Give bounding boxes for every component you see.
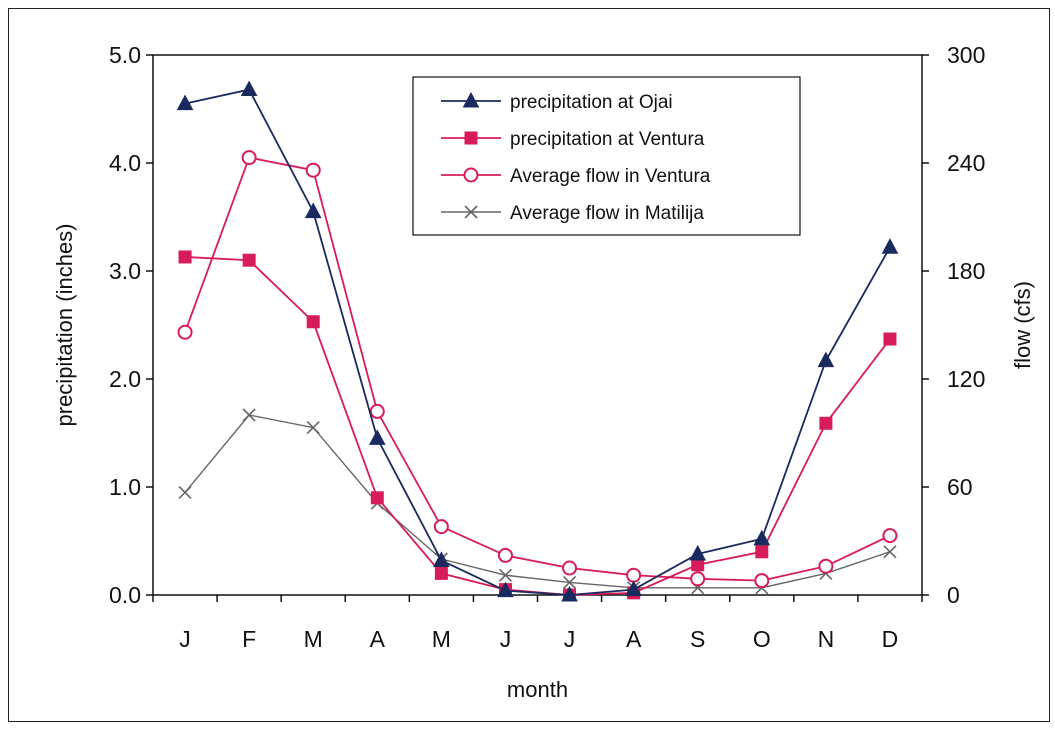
data-point: [176, 94, 194, 111]
legend-entry: precipitation at Ojai: [441, 91, 673, 113]
legend-label: precipitation at Ventura: [510, 129, 705, 150]
data-point: [819, 416, 833, 430]
data-point: [626, 567, 642, 583]
data-point: [368, 429, 386, 445]
data-point: [817, 351, 835, 368]
data-point: [434, 566, 448, 580]
y-tick-label: 4.0: [109, 150, 141, 176]
y-tick-label: 0.0: [109, 582, 141, 608]
axes: 0.0 1.0 2.0 3.0 4.0 5.0 0 60 120 180 240 300 J F M A M J J…: [52, 42, 1035, 702]
x-tick-label: J: [179, 626, 191, 652]
data-point: [498, 568, 513, 582]
data-point: [625, 580, 642, 597]
data-point: [242, 253, 256, 267]
legend-marker: [464, 205, 478, 219]
x-tick-label: O: [753, 626, 771, 652]
data-point: [178, 485, 192, 499]
data-point: [690, 571, 706, 587]
legend-label: Average flow in Ventura: [510, 166, 711, 187]
y-tick-label: 5.0: [109, 42, 141, 68]
legend: precipitation at Ojai precipitation at Ve…: [412, 76, 801, 236]
data-point: [370, 491, 384, 505]
data-point: [497, 581, 514, 598]
y-tick-label: 1.0: [109, 474, 141, 500]
series-2: [178, 250, 897, 602]
legend-label: precipitation at Ojai: [510, 92, 673, 113]
data-point: [691, 558, 705, 572]
data-point: [306, 421, 320, 435]
data-point: [240, 80, 258, 97]
data-point: [689, 544, 707, 561]
legend-marker: [462, 91, 480, 108]
data-point: [562, 560, 578, 576]
data-point: [241, 150, 257, 166]
x-tick-label: N: [818, 626, 835, 652]
data-point: [177, 324, 193, 340]
legend-entry: precipitation at Ventura: [441, 129, 705, 150]
legend-entry: Average flow in Matilija: [441, 203, 704, 224]
x-tick-label: D: [882, 626, 899, 652]
data-point: [818, 558, 834, 574]
x-tick-label: A: [370, 626, 386, 652]
series-line: [184, 414, 891, 589]
x-tick-label: J: [500, 626, 512, 652]
legend-label: Average flow in Matilija: [510, 203, 704, 224]
y2-axis-title: flow (cfs): [1010, 281, 1035, 369]
y2-tick-label: 120: [947, 366, 985, 392]
series-line: [184, 156, 891, 582]
data-point: [304, 202, 322, 219]
series-line: [184, 256, 891, 596]
series-1: [176, 80, 899, 602]
x-tick-label: M: [304, 626, 323, 652]
data-point: [178, 250, 192, 264]
data-point: [497, 547, 513, 563]
x-tick-label: F: [242, 626, 256, 652]
series-layer: [176, 80, 899, 602]
legend-box: [412, 76, 801, 236]
y-tick-label: 2.0: [109, 366, 141, 392]
y2-tick-label: 240: [947, 150, 985, 176]
y2-tick-label: 300: [947, 42, 985, 68]
x-tick-label: A: [626, 626, 642, 652]
series-4: [178, 408, 897, 595]
data-point: [882, 528, 898, 544]
data-point: [755, 545, 769, 559]
x-tick-label: J: [564, 626, 576, 652]
data-point: [306, 315, 320, 329]
data-point: [881, 238, 899, 254]
series-3: [177, 150, 898, 589]
data-point: [561, 585, 578, 602]
legend-marker: [463, 167, 479, 183]
data-point: [433, 551, 450, 567]
x-tick-label: S: [690, 626, 705, 652]
y2-tick-label: 0: [947, 582, 960, 608]
x-axis-title: month: [507, 677, 568, 702]
y2-tick-label: 60: [947, 474, 973, 500]
data-point: [369, 403, 385, 419]
x-tick-label: M: [432, 626, 451, 652]
data-point: [883, 332, 897, 346]
data-point: [242, 408, 256, 422]
series-line: [184, 88, 891, 596]
data-point: [305, 162, 321, 178]
y-axis-title: precipitation (inches): [52, 224, 77, 427]
data-point: [754, 573, 770, 589]
data-point: [562, 575, 577, 589]
data-point: [883, 545, 897, 559]
y2-tick-label: 180: [947, 258, 985, 284]
data-point: [753, 529, 771, 546]
legend-entry: Average flow in Ventura: [441, 166, 711, 187]
legend-marker: [464, 131, 478, 145]
y-tick-label: 3.0: [109, 258, 141, 284]
data-point: [433, 519, 449, 535]
